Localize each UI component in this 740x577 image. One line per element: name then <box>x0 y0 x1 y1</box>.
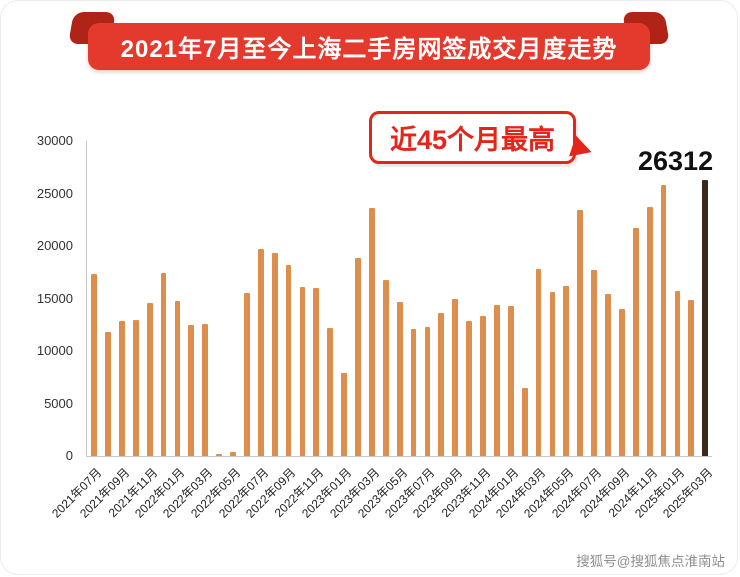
bar <box>646 207 653 456</box>
peak-value-label: 26312 <box>638 146 714 176</box>
bar <box>243 293 250 456</box>
bar <box>146 302 153 456</box>
bar <box>91 274 97 456</box>
bar <box>466 320 472 456</box>
bar <box>605 294 611 456</box>
bar <box>577 210 584 456</box>
bar <box>216 453 222 456</box>
bar <box>341 373 347 456</box>
y-tick-label: 20000 <box>36 238 73 253</box>
y-tick-label: 0 <box>65 448 73 463</box>
y-tick-label: 5000 <box>44 395 73 411</box>
bar <box>591 270 597 456</box>
page-title: 2021年7月至今上海二手房网签成交月度走势 <box>120 36 618 63</box>
bar <box>368 208 375 456</box>
bar <box>410 328 417 456</box>
bar <box>271 253 278 456</box>
watermark: 搜狐号@搜狐焦点淮南站 <box>576 554 725 569</box>
plot-area <box>86 141 712 457</box>
y-axis: 0 5000 10000 15000 20000 25000 30000 <box>1 133 79 463</box>
bar <box>174 300 181 456</box>
highlight-callout: 近45个月最高 <box>369 111 595 164</box>
bar <box>230 451 236 456</box>
bar <box>563 285 570 456</box>
bar <box>382 279 389 456</box>
bar <box>202 323 209 456</box>
bar <box>285 264 292 456</box>
y-tick-label: 10000 <box>36 343 73 358</box>
bar <box>507 305 514 456</box>
bar <box>118 320 125 456</box>
bar <box>396 301 403 456</box>
bar <box>438 313 445 456</box>
bar <box>660 185 667 456</box>
bar <box>521 387 528 456</box>
bar <box>480 316 486 456</box>
highlighted-bar <box>702 179 709 456</box>
y-tick-label: 15000 <box>36 290 73 306</box>
bar <box>313 288 320 456</box>
bar <box>299 286 306 456</box>
bar <box>632 228 639 456</box>
bar <box>493 304 500 456</box>
bar <box>257 249 264 456</box>
bar <box>105 332 111 456</box>
y-tick-label: 25000 <box>36 185 73 201</box>
x-axis: 2021年07月 2021年09月 2021年11月 2022年01月 2022年03月… <box>49 458 715 553</box>
bar <box>674 291 681 456</box>
bar <box>132 319 139 456</box>
bar <box>160 273 167 456</box>
bar <box>327 327 334 456</box>
y-tick-label: 30000 <box>36 133 73 148</box>
bar <box>549 292 556 456</box>
bar <box>188 324 195 456</box>
bar <box>424 326 431 456</box>
callout-text: 近45个月最高 <box>390 125 556 155</box>
bar <box>355 257 361 456</box>
bar <box>452 298 459 456</box>
bar <box>535 269 542 456</box>
chart-title-banner: 2021年7月至今上海二手房网签成交月度走势 <box>88 23 650 70</box>
bar <box>688 299 695 456</box>
bar <box>618 309 625 456</box>
